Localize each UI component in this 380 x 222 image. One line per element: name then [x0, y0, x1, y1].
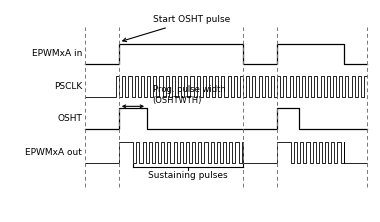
Text: OSHT: OSHT [57, 114, 82, 123]
Text: Prog. pulse width
(OSHTWTH): Prog. pulse width (OSHTWTH) [153, 85, 225, 105]
Text: Start OSHT pulse: Start OSHT pulse [123, 15, 231, 42]
Text: EPWMxA in: EPWMxA in [32, 49, 82, 58]
Text: PSCLK: PSCLK [54, 82, 82, 91]
Text: Sustaining pulses: Sustaining pulses [148, 171, 228, 180]
Text: EPWMxA out: EPWMxA out [25, 148, 82, 157]
